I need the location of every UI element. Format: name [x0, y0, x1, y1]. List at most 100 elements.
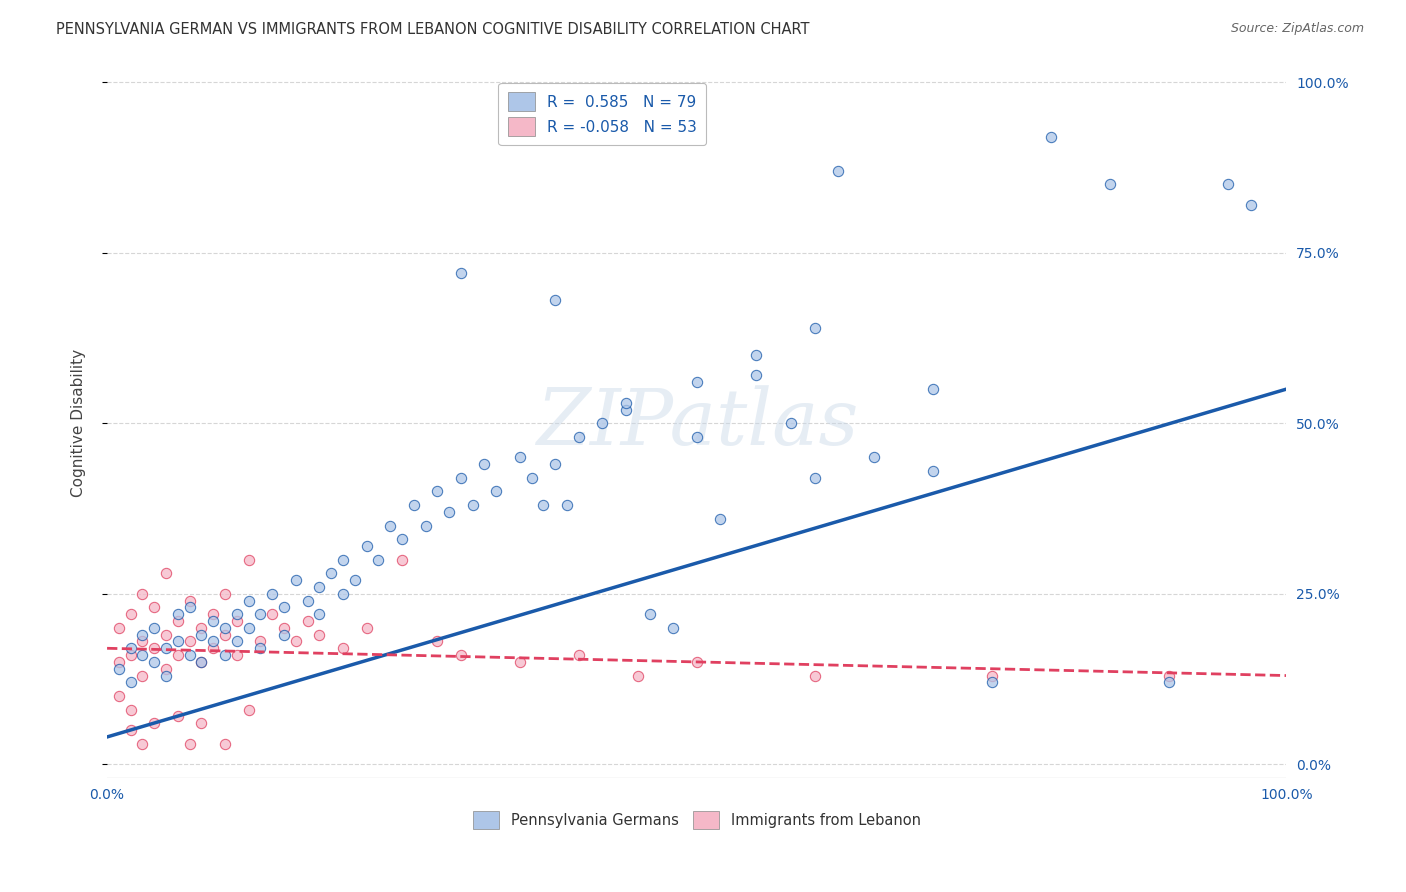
Point [120, 723, 142, 738]
Point [155, 662, 177, 676]
Point [520, 471, 543, 485]
Point [202, 634, 225, 648]
Point [155, 566, 177, 581]
Point [120, 641, 142, 656]
Point [273, 600, 295, 615]
Point [143, 655, 166, 669]
Point [474, 457, 496, 471]
Point [262, 607, 284, 622]
Point [803, 471, 825, 485]
Point [745, 368, 768, 383]
Point [343, 573, 366, 587]
Point [214, 648, 236, 662]
Point [120, 703, 142, 717]
Point [214, 587, 236, 601]
Point [249, 641, 271, 656]
Point [131, 648, 153, 662]
Point [131, 737, 153, 751]
Point [131, 587, 153, 601]
Point [378, 518, 401, 533]
Point [214, 627, 236, 641]
Point [332, 641, 354, 656]
Point [190, 621, 212, 635]
Point [426, 484, 449, 499]
Point [332, 552, 354, 566]
Point [308, 607, 330, 622]
Point [249, 634, 271, 648]
Point [166, 709, 188, 723]
Point [202, 607, 225, 622]
Point [120, 607, 142, 622]
Point [402, 498, 425, 512]
Point [544, 293, 567, 308]
Point [391, 552, 413, 566]
Point [225, 634, 247, 648]
Point [120, 648, 142, 662]
Point [238, 593, 260, 607]
Point [190, 655, 212, 669]
Point [155, 641, 177, 656]
Point [437, 505, 460, 519]
Point [686, 430, 709, 444]
Point [238, 621, 260, 635]
Point [166, 648, 188, 662]
Point [614, 402, 637, 417]
Point [485, 484, 508, 499]
Point [297, 593, 319, 607]
Point [1216, 178, 1239, 192]
Point [143, 621, 166, 635]
Point [143, 716, 166, 731]
Text: PENNSYLVANIA GERMAN VS IMMIGRANTS FROM LEBANON COGNITIVE DISABILITY CORRELATION : PENNSYLVANIA GERMAN VS IMMIGRANTS FROM L… [56, 22, 810, 37]
Point [803, 320, 825, 334]
Point [568, 648, 591, 662]
Point [202, 641, 225, 656]
Point [238, 703, 260, 717]
Point [367, 552, 389, 566]
Point [179, 648, 201, 662]
Y-axis label: Cognitive Disability: Cognitive Disability [72, 349, 86, 497]
Point [155, 627, 177, 641]
Legend: Pennsylvania Germans, Immigrants from Lebanon: Pennsylvania Germans, Immigrants from Le… [467, 805, 927, 834]
Point [166, 634, 188, 648]
Text: ZIPatlas: ZIPatlas [536, 385, 858, 461]
Point [179, 600, 201, 615]
Point [1157, 675, 1180, 690]
Point [225, 607, 247, 622]
Point [1240, 198, 1263, 212]
Point [921, 464, 943, 478]
Point [249, 607, 271, 622]
Text: Source: ZipAtlas.com: Source: ZipAtlas.com [1230, 22, 1364, 36]
Point [143, 641, 166, 656]
Point [862, 450, 884, 465]
Point [273, 627, 295, 641]
Point [450, 648, 472, 662]
Point [120, 675, 142, 690]
Point [1039, 129, 1062, 144]
Point [461, 498, 484, 512]
Point [921, 382, 943, 396]
Point [555, 498, 578, 512]
Point [614, 395, 637, 409]
Point [391, 532, 413, 546]
Point [166, 614, 188, 628]
Point [980, 675, 1002, 690]
Point [297, 614, 319, 628]
Point [803, 668, 825, 682]
Point [745, 348, 768, 362]
Point [131, 627, 153, 641]
Point [980, 668, 1002, 682]
Point [568, 430, 591, 444]
Point [238, 552, 260, 566]
Point [1157, 668, 1180, 682]
Point [544, 457, 567, 471]
Point [627, 668, 650, 682]
Point [143, 600, 166, 615]
Point [509, 655, 531, 669]
Point [273, 621, 295, 635]
Point [225, 648, 247, 662]
Point [284, 573, 307, 587]
Point [356, 539, 378, 553]
Point [533, 498, 555, 512]
Point [662, 621, 685, 635]
Point [509, 450, 531, 465]
